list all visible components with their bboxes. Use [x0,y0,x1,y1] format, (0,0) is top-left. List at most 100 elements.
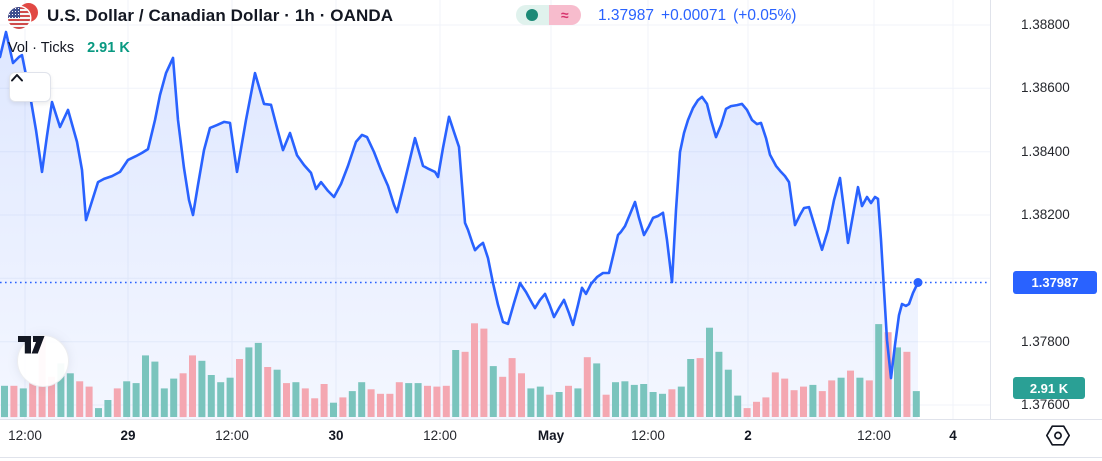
volume-bar [29,383,37,417]
time-axis-label: 30 [328,428,344,443]
volume-bar [367,389,375,417]
price-change-abs: +0.00071 [661,7,727,24]
volume-bar [386,393,394,417]
volume-bar [809,384,817,417]
last-price-badge: 1.37987 [1013,270,1097,294]
volume-bar [724,369,732,417]
volume-bar [311,398,319,418]
volume-bar [95,408,102,417]
volume-bar [433,386,441,417]
volume-bar [461,351,469,417]
volume-bar [837,377,845,417]
price-chart-svg[interactable] [0,0,990,419]
volume-bar [85,386,93,417]
volume-bar [687,359,695,417]
volume-bar [696,358,704,417]
volume-bar [527,388,535,417]
volume-bar [471,323,478,418]
volume-bar [630,384,638,417]
volume-bar [499,376,507,417]
settings-hexagon-icon [1045,425,1071,446]
market-open-dot-icon [526,9,539,21]
volume-bar [640,384,648,417]
volume-bar [602,394,610,417]
time-axis-label: 4 [949,428,957,443]
volume-bar [508,358,516,417]
time-axis[interactable]: 12:00 29 12:00 30 12:00 May 12:00 2 12:00 4 [0,419,1102,461]
price-axis-label: 1.37800 [1021,333,1070,349]
volume-bar [771,372,779,417]
volume-bar [790,390,798,417]
volume-bar [489,366,497,417]
volume-bar [781,378,789,417]
volume-bar [856,377,864,417]
volume-bar [518,373,525,418]
symbol-title[interactable]: U.S. Dollar / Canadian Dollar · 1h · OAN… [47,6,394,25]
volume-bar [320,384,328,417]
price-line [0,30,920,380]
volume-bar [226,377,234,417]
volume-bar [442,385,450,418]
volume-bar [612,382,619,417]
usdcad-pair-flag-icon [8,2,40,30]
volume-bar [912,391,920,417]
price-axis-label: 1.38600 [1021,80,1070,96]
time-axis-label: May [537,428,565,443]
volume-bar [414,383,422,417]
volume-bar [395,382,403,417]
volume-bar [142,355,149,417]
last-price: 1.37987 [598,7,655,24]
volume-bar [76,381,84,417]
market-status-pill[interactable]: ≈ [516,5,581,25]
volume-bar [170,378,178,417]
volume-bar [847,370,854,417]
volume-bar [405,383,413,417]
volume-bar [734,395,742,417]
window-bottom-edge [0,457,1102,458]
volume-bar [104,400,112,417]
volume-bar [339,397,347,417]
volume-bar [875,324,883,417]
time-axis-settings-button[interactable] [1044,424,1072,450]
volume-bar [865,380,873,417]
tradingview-logo-icon [18,336,45,354]
volume-bar [536,386,544,417]
volume-bar [207,375,215,417]
volume-bar [753,401,760,417]
price-change-pct: (+0.05%) [733,7,797,24]
volume-bar [330,402,337,417]
tradingview-logo-watermark [17,335,69,387]
pane-collapse-button[interactable] [9,72,51,102]
volume-bar [555,392,563,417]
price-axis[interactable]: 1.37987 2.91 K 1.38800 1.38600 1.38400 1.38… [990,0,1102,461]
volume-bar [894,347,901,417]
symbol-legend: U.S. Dollar / Canadian Dollar · 1h · OAN… [8,2,393,30]
volume-bar [659,393,666,417]
volume-bar [884,332,892,417]
volume-bar [677,386,685,417]
price-chart-pane: U.S. Dollar / Canadian Dollar · 1h · OAN… [0,0,990,419]
price-axis-label: 1.38800 [1021,17,1070,32]
volume-bar [10,385,18,418]
volume-bar [245,347,253,417]
volume-badge: 2.91 K [1013,377,1085,399]
time-axis-label: 12:00 [423,428,457,443]
volume-legend-label: Vol · Ticks [8,40,75,56]
time-axis-label: 12:00 [631,428,665,443]
volume-bar [903,351,911,417]
volume-bar [583,357,591,417]
volume-bar [546,394,554,417]
price-readout: 1.37987 +0.00071 (+0.05%) [598,7,796,25]
time-axis-label: 12:00 [8,428,42,443]
volume-legend[interactable]: Vol · Ticks 2.91 K [8,40,130,56]
time-axis-label: 12:00 [857,428,891,443]
volume-bar [424,385,431,418]
volume-bar [621,381,629,417]
volume-bar [217,382,225,417]
volume-bar [160,388,168,417]
volume-bar [565,385,572,418]
volume-bar [57,363,65,417]
volume-bar [113,388,121,417]
volume-bar [254,342,262,417]
